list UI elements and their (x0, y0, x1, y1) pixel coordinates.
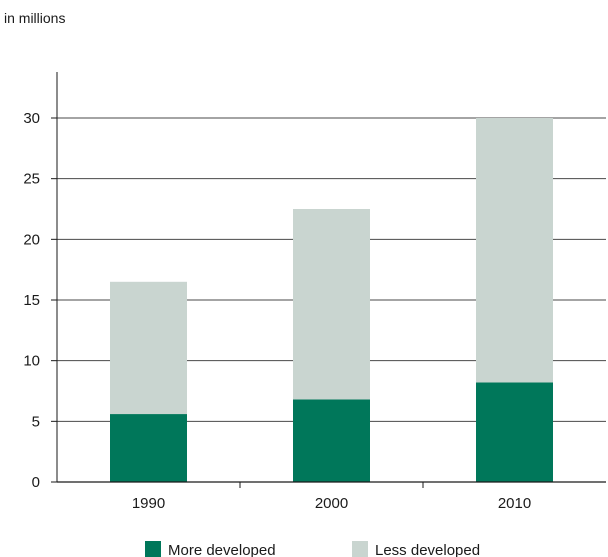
bar-1990-less-developed (110, 281, 187, 415)
bar-2010-more-developed (476, 382, 553, 482)
legend-swatch (145, 541, 161, 557)
x-tick-label: 2000 (315, 495, 348, 512)
y-tick-label: 15 (23, 292, 40, 309)
x-tick-label: 2010 (498, 495, 531, 512)
bar-2000-less-developed (293, 209, 370, 400)
legend: More developed Less developed (145, 541, 480, 557)
y-axis-ticks: 0 5 10 15 20 25 30 (23, 110, 57, 491)
y-tick-label: 5 (32, 413, 40, 430)
y-tick-label: 10 (23, 353, 40, 370)
axes (56, 72, 606, 483)
bar-1990-more-developed (110, 414, 187, 482)
bar-2000-more-developed (293, 399, 370, 482)
y-tick-label: 30 (23, 110, 40, 127)
unit-label: in millions (4, 10, 65, 26)
y-tick-label: 0 (32, 474, 40, 491)
legend-label: Less developed (375, 542, 480, 557)
x-axis-ticks: 1990 2000 2010 (132, 482, 531, 512)
bars (110, 118, 553, 482)
bar-2010-less-developed (476, 118, 553, 383)
legend-swatch (352, 541, 368, 557)
y-tick-label: 20 (23, 231, 40, 248)
y-tick-label: 25 (23, 171, 40, 188)
x-tick-label: 1990 (132, 495, 165, 512)
legend-label: More developed (168, 542, 276, 557)
